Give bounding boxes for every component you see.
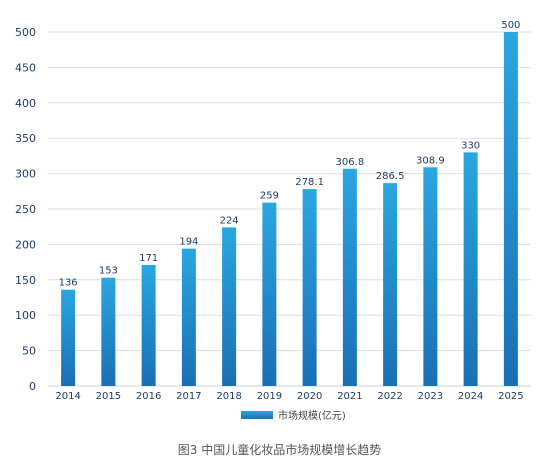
x-tick-label: 2025 <box>498 391 523 402</box>
bar <box>503 32 518 386</box>
data-label: 278.1 <box>295 177 324 188</box>
y-tick-label: 0 <box>29 380 36 393</box>
x-tick-label: 2023 <box>418 391 443 402</box>
legend-label: 市场规模(亿元) <box>278 409 346 422</box>
x-tick-label: 2019 <box>257 391 282 402</box>
data-label: 171 <box>139 253 158 264</box>
y-tick-label: 450 <box>15 61 36 74</box>
y-tick-label: 350 <box>15 132 36 145</box>
data-label: 330 <box>461 140 480 151</box>
y-tick-label: 300 <box>15 168 36 181</box>
data-label: 306.8 <box>336 157 365 168</box>
y-tick-label: 200 <box>15 238 36 251</box>
data-label: 136 <box>59 278 78 289</box>
x-tick-label: 2016 <box>136 391 161 402</box>
y-tick-label: 150 <box>15 274 36 287</box>
data-labels: 136 153 171 194 224 259 278.1 306.8 286.5 308.9 33… <box>59 20 521 289</box>
x-tick-label: 2018 <box>216 391 241 402</box>
data-label: 308.9 <box>416 155 445 166</box>
bar <box>222 227 237 386</box>
bar <box>383 183 398 386</box>
data-label: 153 <box>99 266 118 277</box>
bar <box>101 277 116 386</box>
data-label: 194 <box>179 237 198 248</box>
bars <box>61 32 518 386</box>
x-tick-label: 2024 <box>458 391 483 402</box>
y-tick-label: 400 <box>15 97 36 110</box>
data-label: 286.5 <box>376 171 405 182</box>
y-tick-label: 50 <box>22 345 36 358</box>
bar <box>262 202 277 386</box>
x-tick-label: 2020 <box>297 391 322 402</box>
bar <box>342 168 357 386</box>
bar <box>181 248 196 386</box>
bar <box>61 289 76 386</box>
y-axis-ticks: 0 50 100 150 200 250 300 350 400 450 500 <box>15 26 36 393</box>
x-tick-label: 2021 <box>337 391 362 402</box>
x-tick-label: 2022 <box>377 391 402 402</box>
gridlines <box>48 31 531 387</box>
bar <box>302 189 317 386</box>
x-tick-label: 2017 <box>176 391 201 402</box>
data-label: 500 <box>501 20 520 31</box>
x-axis-ticks: 2014 2015 2016 2017 2018 2019 2020 2021 2022 2023… <box>55 391 523 402</box>
y-tick-label: 500 <box>15 26 36 39</box>
bar <box>463 152 478 386</box>
data-label: 224 <box>220 215 239 226</box>
y-tick-label: 250 <box>15 203 36 216</box>
x-tick-label: 2015 <box>96 391 121 402</box>
bar <box>423 167 438 386</box>
bar <box>141 264 156 386</box>
data-label: 259 <box>260 191 279 202</box>
chart-title: 图3 中国儿童化妆品市场规模增长趋势 <box>177 443 382 457</box>
legend: 市场规模(亿元) <box>241 409 346 422</box>
legend-swatch <box>241 411 273 419</box>
y-tick-label: 100 <box>15 309 36 322</box>
x-tick-label: 2014 <box>55 391 80 402</box>
